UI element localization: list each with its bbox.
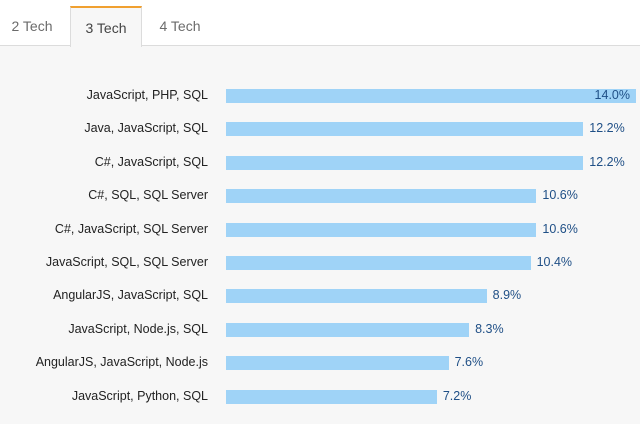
bar: [226, 222, 537, 237]
bar: [226, 89, 636, 103]
category-label: JavaScript, Python, SQL: [71, 388, 208, 403]
category-label: JavaScript, SQL, SQL Server: [45, 255, 208, 269]
value-label: 7.2%: [442, 388, 472, 403]
tab-bar: 2 Tech 3 Tech 4 Tech: [0, 0, 640, 47]
value-label: 8.3%: [475, 321, 504, 336]
bar: [226, 122, 584, 137]
category-label: C#, JavaScript, SQL: [94, 154, 208, 169]
category-label: C#, SQL, SQL Server: [88, 188, 208, 203]
category-label: AngularJS, JavaScript, SQL: [53, 288, 208, 303]
category-label: C#, JavaScript, SQL Server: [54, 221, 208, 236]
tab-3-tech[interactable]: 3 Tech: [70, 6, 142, 47]
bar: [226, 155, 584, 170]
bar: [226, 322, 470, 337]
value-label: 7.6%: [454, 355, 484, 370]
value-label: 10.6%: [542, 188, 578, 203]
bar: [226, 289, 487, 304]
bar: [226, 256, 531, 270]
bar-chart: JavaScript, PHP, SQL 14.0% Java, JavaScrip…: [0, 46, 640, 424]
value-label: 10.6%: [542, 221, 578, 236]
value-label: 8.9%: [492, 288, 522, 303]
bar: [226, 189, 537, 204]
bar: [226, 389, 437, 404]
category-label: JavaScript, Node.js, SQL: [68, 321, 208, 336]
value-label: 10.4%: [536, 255, 573, 269]
value-label: 12.2%: [589, 154, 625, 169]
tab-2-tech[interactable]: 2 Tech: [11, 18, 53, 34]
category-label: AngularJS, JavaScript, Node.js: [35, 355, 208, 370]
category-label: JavaScript, PHP, SQL: [86, 88, 208, 102]
bar: [226, 356, 449, 371]
tab-4-tech[interactable]: 4 Tech: [159, 18, 201, 34]
value-label: 12.2%: [589, 121, 625, 136]
value-label: 14.0%: [594, 88, 630, 102]
category-label: Java, JavaScript, SQL: [84, 121, 208, 136]
